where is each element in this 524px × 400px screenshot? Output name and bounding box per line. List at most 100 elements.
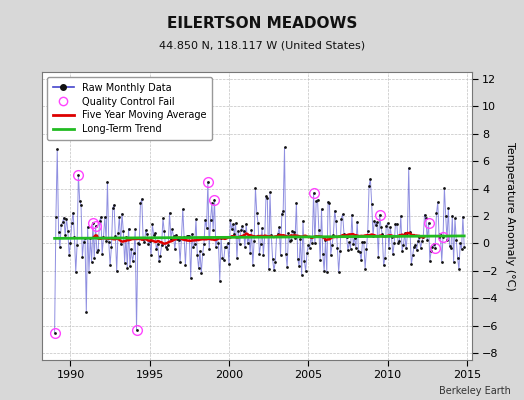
Point (407, 261, 416, 268)
Point (268, 256, 277, 262)
Point (430, 241, 438, 247)
Point (263, 195, 271, 201)
Point (394, 240, 402, 246)
Point (134, 240, 142, 246)
Point (292, 199, 301, 206)
Point (98, 250, 106, 257)
Text: EILERTSON MEADOWS: EILERTSON MEADOWS (167, 16, 357, 31)
Point (190, 241, 199, 248)
Point (402, 245, 410, 252)
Point (230, 231, 238, 237)
Point (276, 252, 285, 258)
Point (85, 269, 93, 275)
Point (213, 235, 221, 241)
Point (364, 228, 372, 234)
Point (123, 264, 132, 271)
Point (333, 244, 342, 251)
Point (206, 217, 215, 223)
Point (279, 208, 287, 214)
Point (173, 236, 182, 242)
Point (456, 240, 464, 246)
Point (358, 239, 367, 245)
Point (298, 272, 306, 278)
Point (81, 234, 89, 241)
Point (192, 216, 200, 222)
Point (460, 244, 468, 250)
Point (53, 146, 61, 152)
Point (382, 223, 390, 229)
Text: 44.850 N, 118.117 W (United States): 44.850 N, 118.117 W (United States) (159, 40, 365, 50)
Point (340, 230, 348, 237)
Point (197, 270, 205, 276)
Point (392, 221, 401, 227)
Point (415, 234, 423, 240)
Point (354, 248, 363, 254)
Point (215, 277, 224, 284)
Point (370, 218, 378, 224)
Point (412, 247, 421, 253)
Point (224, 240, 232, 246)
Point (147, 252, 155, 258)
Point (266, 189, 274, 195)
Point (128, 258, 137, 264)
Point (332, 218, 340, 224)
Point (235, 241, 244, 247)
Point (409, 252, 417, 258)
Point (357, 257, 365, 263)
Point (245, 233, 253, 239)
Text: Berkeley Earth: Berkeley Earth (439, 386, 511, 396)
Point (75, 198, 84, 204)
Point (127, 246, 135, 252)
Point (167, 236, 175, 242)
Point (427, 248, 435, 254)
Point (433, 199, 442, 206)
Point (139, 236, 147, 243)
Point (122, 234, 130, 240)
Point (116, 241, 125, 247)
Point (121, 260, 129, 266)
Point (174, 237, 183, 244)
Point (431, 244, 439, 251)
Point (425, 258, 434, 264)
Point (156, 252, 165, 259)
Point (341, 233, 350, 240)
Point (118, 210, 126, 217)
Point (422, 215, 430, 221)
Point (217, 234, 225, 241)
Point (366, 176, 375, 182)
Point (250, 238, 258, 245)
Point (326, 252, 335, 258)
Point (201, 217, 210, 223)
Point (108, 205, 117, 212)
Point (212, 244, 220, 250)
Point (443, 236, 451, 243)
Point (152, 246, 160, 252)
Point (275, 224, 283, 231)
Point (160, 228, 168, 235)
Point (318, 206, 326, 212)
Point (257, 241, 265, 248)
Point (101, 214, 109, 220)
Point (62, 216, 71, 222)
Point (312, 197, 320, 204)
Point (315, 227, 323, 234)
Point (61, 232, 69, 238)
Point (227, 226, 236, 232)
Point (285, 230, 293, 237)
Point (171, 246, 179, 252)
Point (58, 219, 67, 226)
Point (77, 202, 85, 208)
Point (287, 237, 296, 243)
Point (286, 238, 294, 244)
Point (187, 275, 195, 281)
Point (95, 218, 104, 225)
Point (325, 200, 334, 206)
Point (242, 220, 250, 227)
Legend: Raw Monthly Data, Quality Control Fail, Five Year Moving Average, Long-Term Tren: Raw Monthly Data, Quality Control Fail, … (47, 77, 212, 140)
Point (351, 235, 359, 242)
Point (255, 250, 264, 257)
Point (329, 231, 337, 238)
Point (359, 239, 368, 245)
Point (144, 241, 152, 247)
Point (168, 226, 177, 233)
